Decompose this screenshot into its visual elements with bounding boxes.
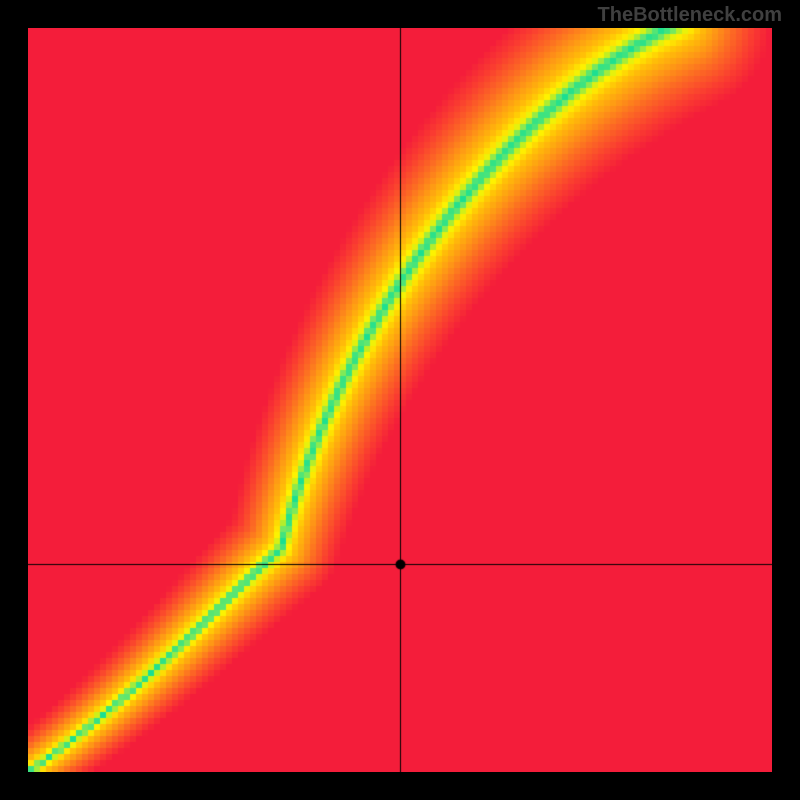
- watermark-label: TheBottleneck.com: [598, 4, 782, 27]
- chart-container: TheBottleneck.com: [0, 0, 800, 800]
- bottleneck-heatmap: [28, 28, 772, 772]
